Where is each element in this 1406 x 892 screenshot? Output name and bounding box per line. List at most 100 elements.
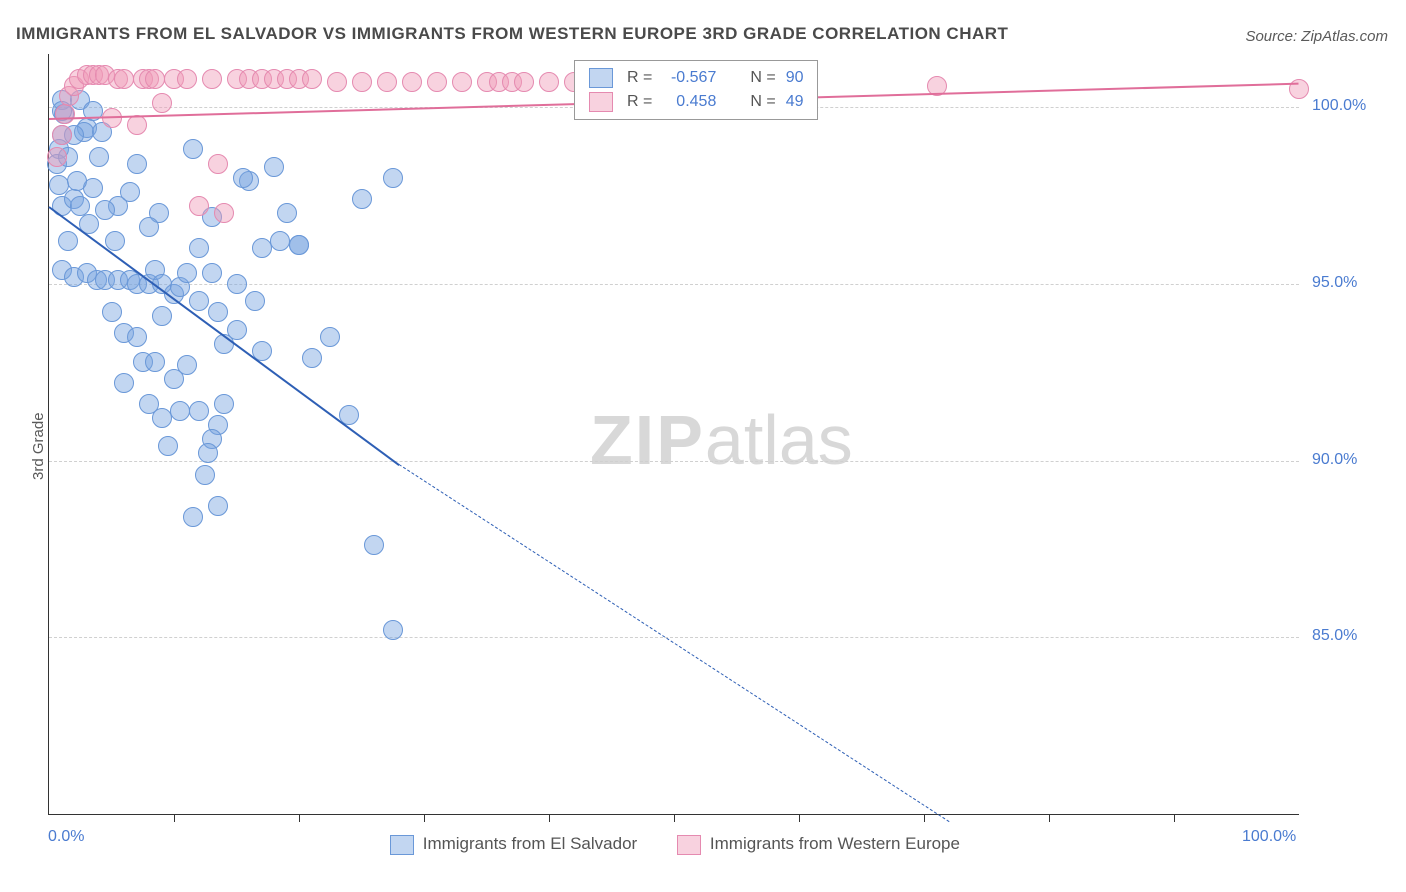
correlation-legend: R =-0.567 N =90R =0.458 N =49 <box>574 60 818 120</box>
data-point <box>189 196 209 216</box>
legend-row: R =0.458 N =49 <box>585 91 807 113</box>
data-point <box>183 139 203 159</box>
data-point <box>145 69 165 89</box>
data-point <box>114 373 134 393</box>
data-point <box>183 507 203 527</box>
data-point <box>264 157 284 177</box>
data-point <box>214 394 234 414</box>
data-point <box>47 147 67 167</box>
legend-n-label: N = <box>746 67 779 89</box>
y-tick-label: 90.0% <box>1312 451 1357 469</box>
data-point <box>245 291 265 311</box>
x-tick <box>424 814 425 822</box>
data-point <box>202 69 222 89</box>
data-point <box>208 496 228 516</box>
legend-n-value: 90 <box>782 67 808 89</box>
legend-n-value: 49 <box>782 91 808 113</box>
y-tick-label: 85.0% <box>1312 627 1357 645</box>
chart-title: IMMIGRANTS FROM EL SALVADOR VS IMMIGRANT… <box>16 24 1008 44</box>
gridline <box>49 637 1299 638</box>
data-point <box>427 72 447 92</box>
y-tick-label: 95.0% <box>1312 274 1357 292</box>
legend-swatch <box>589 68 613 88</box>
data-point <box>514 72 534 92</box>
series-legend: Immigrants from El Salvador Immigrants f… <box>390 834 960 855</box>
data-point <box>95 200 115 220</box>
data-point <box>277 203 297 223</box>
data-point <box>208 154 228 174</box>
legend-r-value: 0.458 <box>658 91 720 113</box>
legend-row: R =-0.567N =90 <box>585 67 807 89</box>
x-tick <box>799 814 800 822</box>
x-tick <box>1174 814 1175 822</box>
data-point <box>252 238 272 258</box>
legend-swatch <box>677 835 701 855</box>
data-point <box>55 104 75 124</box>
data-point <box>177 69 197 89</box>
data-point <box>189 291 209 311</box>
data-point <box>327 72 347 92</box>
source-label: Source: ZipAtlas.com <box>1245 28 1388 45</box>
data-point <box>145 352 165 372</box>
data-point <box>202 263 222 283</box>
data-point <box>352 72 372 92</box>
x-tick <box>299 814 300 822</box>
data-point <box>383 620 403 640</box>
data-point <box>302 348 322 368</box>
data-point <box>170 401 190 421</box>
series-name: Immigrants from Western Europe <box>710 834 960 853</box>
trend-line <box>399 464 950 822</box>
data-point <box>198 443 218 463</box>
data-point <box>195 465 215 485</box>
data-point <box>152 306 172 326</box>
legend-n-label: N = <box>746 91 779 113</box>
data-point <box>377 72 397 92</box>
data-point <box>127 327 147 347</box>
data-point <box>208 302 228 322</box>
data-point <box>120 182 140 202</box>
x-tick <box>174 814 175 822</box>
data-point <box>189 238 209 258</box>
data-point <box>227 274 247 294</box>
data-point <box>89 147 109 167</box>
data-point <box>539 72 559 92</box>
y-axis-label: 3rd Grade <box>30 412 47 480</box>
legend-swatch <box>390 835 414 855</box>
gridline <box>49 461 1299 462</box>
data-point <box>67 171 87 191</box>
data-point <box>352 189 372 209</box>
data-point <box>302 69 322 89</box>
data-point <box>452 72 472 92</box>
legend-r-value: -0.567 <box>658 67 720 89</box>
correlation-legend-table: R =-0.567 N =90R =0.458 N =49 <box>583 65 809 115</box>
data-point <box>289 235 309 255</box>
data-point <box>383 168 403 188</box>
x-tick <box>674 814 675 822</box>
data-point <box>402 72 422 92</box>
x-tick <box>549 814 550 822</box>
data-point <box>227 320 247 340</box>
x-tick <box>924 814 925 822</box>
data-point <box>102 302 122 322</box>
x-tick-label: 0.0% <box>48 828 84 846</box>
series-legend-item: Immigrants from Western Europe <box>677 834 960 855</box>
data-point <box>214 203 234 223</box>
data-point <box>189 401 209 421</box>
data-point <box>127 154 147 174</box>
data-point <box>58 231 78 251</box>
x-tick-label: 100.0% <box>1242 828 1296 846</box>
series-name: Immigrants from El Salvador <box>423 834 637 853</box>
x-tick <box>1049 814 1050 822</box>
data-point <box>152 408 172 428</box>
series-legend-item: Immigrants from El Salvador <box>390 834 637 855</box>
data-point <box>152 93 172 113</box>
data-point <box>139 217 159 237</box>
data-point <box>270 231 290 251</box>
legend-r-label: R = <box>623 91 656 113</box>
data-point <box>158 436 178 456</box>
data-point <box>105 231 125 251</box>
data-point <box>364 535 384 555</box>
plot-area <box>48 54 1299 815</box>
data-point <box>52 125 72 145</box>
data-point <box>320 327 340 347</box>
